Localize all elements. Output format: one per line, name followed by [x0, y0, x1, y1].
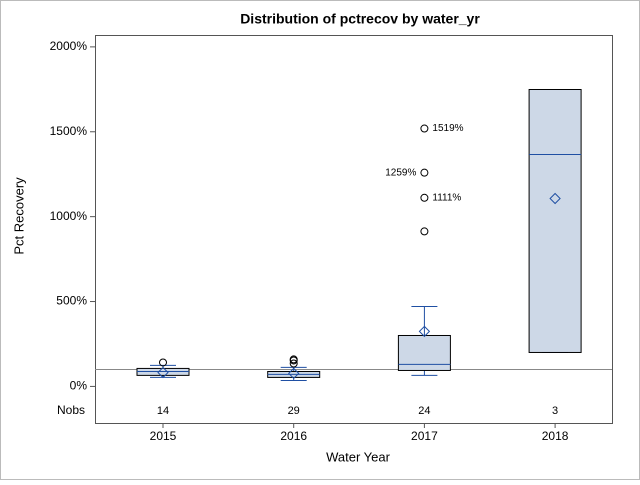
x-tick-label: 2017 [411, 429, 438, 443]
x-tick-label: 2015 [150, 429, 177, 443]
y-tick-label: 1500% [50, 124, 88, 138]
mean-marker [287, 367, 300, 380]
outlier-label: 1111% [432, 192, 461, 203]
outlier-label: 1259% [385, 167, 416, 178]
y-axis-label: Pct Recovery [11, 177, 26, 255]
mean-marker [157, 366, 169, 379]
nobs-value: 3 [552, 405, 558, 417]
y-tick-label: 0% [70, 379, 88, 393]
outlier [289, 359, 298, 368]
outlier-label: 1519% [432, 123, 463, 134]
y-tick-label: 1000% [50, 209, 88, 223]
outlier [420, 193, 429, 202]
x-tick-label: 2018 [542, 429, 569, 443]
x-tick-label: 2016 [280, 429, 307, 443]
chart-title: Distribution of pctrecov by water_yr [240, 11, 480, 27]
x-axis-label: Water Year [326, 449, 391, 464]
outlier [159, 358, 167, 367]
outlier [420, 124, 429, 133]
plot-frame [95, 35, 613, 424]
nobs-value: 29 [288, 405, 300, 417]
mean-marker [418, 325, 431, 338]
outlier [420, 227, 429, 236]
y-tick-label: 500% [56, 294, 87, 308]
mean-marker [549, 192, 561, 205]
box [397, 334, 451, 371]
nobs-value: 24 [418, 405, 430, 417]
outlier [420, 168, 429, 177]
nobs-label: Nobs [57, 403, 85, 417]
box [528, 88, 582, 353]
outlier [289, 355, 298, 364]
nobs-value: 14 [157, 405, 169, 417]
y-tick-label: 2000% [50, 39, 88, 53]
